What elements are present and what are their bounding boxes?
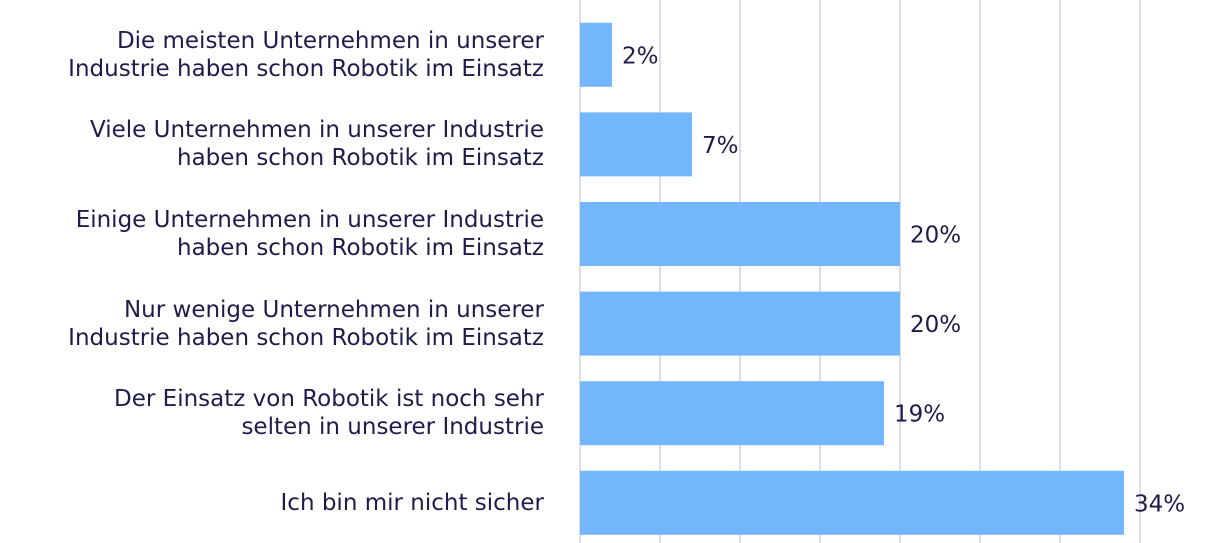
bar (580, 112, 692, 177)
category-label: Viele Unternehmen in unserer Industrie h… (90, 117, 544, 172)
category-label: Ich bin mir nicht sicher (280, 489, 544, 516)
value-label: 7% (702, 133, 739, 159)
value-label: 2% (622, 43, 659, 69)
category-label: Nur wenige Unternehmen in unserer Indust… (68, 296, 544, 351)
value-label: 20% (910, 312, 961, 338)
category-label: Einige Unternehmen in unserer Industrie … (75, 207, 544, 261)
category-label: Die meisten Unternehmen in unserer Indus… (68, 27, 544, 82)
category-label: Der Einsatz von Robotik ist noch sehr se… (114, 386, 544, 441)
bar (580, 381, 884, 446)
bar (580, 291, 900, 356)
bar (580, 470, 1124, 535)
bar (580, 202, 900, 266)
value-label: 20% (910, 223, 961, 249)
value-label: 34% (1134, 491, 1185, 517)
value-label: 19% (894, 402, 945, 428)
bar (580, 22, 612, 87)
